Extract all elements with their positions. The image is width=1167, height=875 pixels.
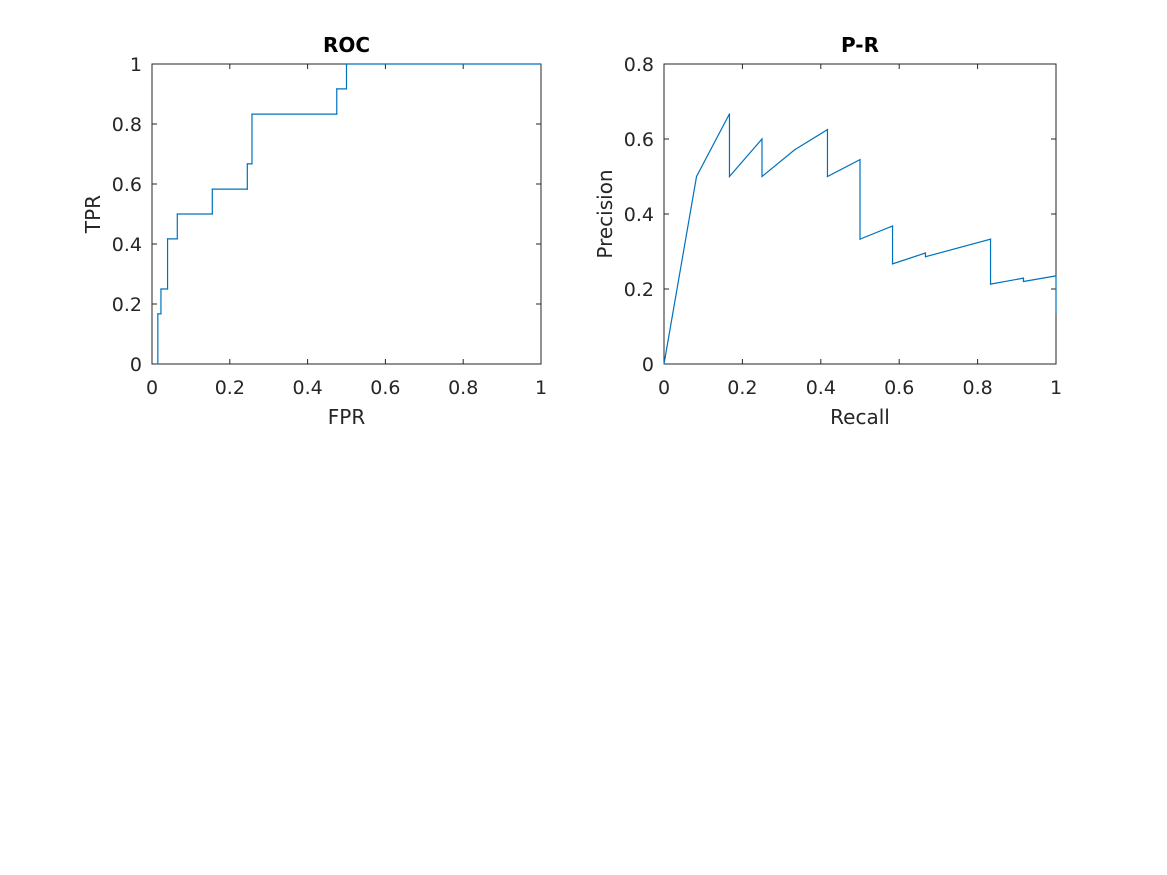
pr-data-point <box>1055 275 1057 277</box>
pr-data-point <box>728 113 731 115</box>
roc-x-tick-label: 0 <box>146 377 158 399</box>
pr-x-tick-label: 0.6 <box>884 377 914 399</box>
pr-x-tick-label: 0.8 <box>962 377 992 399</box>
roc-y-tick-label: 0.8 <box>112 114 142 136</box>
roc-data-point <box>540 63 542 65</box>
roc-data-point <box>160 288 162 290</box>
pr-data-point <box>859 238 861 240</box>
roc-data-point <box>211 188 213 190</box>
pr-data-point <box>859 159 861 161</box>
roc-y-axis-label: TPR <box>81 195 105 234</box>
pr-data-point <box>924 256 927 258</box>
roc-data-point <box>166 288 169 290</box>
pr-data-point <box>728 175 731 178</box>
pr-x-axis-label: Recall <box>830 405 890 429</box>
roc-data-point <box>345 88 348 90</box>
roc-data-point <box>176 213 178 215</box>
pr-data-point <box>1022 277 1025 279</box>
pr-data-point <box>924 252 927 254</box>
roc-data-point <box>166 238 169 240</box>
roc-y-tick-label: 0.4 <box>112 234 142 256</box>
roc-y-tick-label: 0.6 <box>112 174 142 196</box>
roc-x-axis-label: FPR <box>328 405 366 429</box>
pr-data-point <box>1022 280 1025 283</box>
pr-data-point <box>761 138 763 140</box>
pr-data-point <box>793 149 796 151</box>
roc-x-tick-label: 0.8 <box>448 377 478 399</box>
roc-data-point <box>157 313 159 315</box>
pr-x-tick-label: 0.4 <box>806 377 836 399</box>
pr-data-point <box>826 129 829 131</box>
pr-y-tick-label: 0.4 <box>624 204 654 226</box>
pr-y-tick-label: 0.2 <box>624 279 654 301</box>
roc-x-tick-label: 0.4 <box>292 377 322 399</box>
pr-chart-title: P-R <box>841 33 879 57</box>
roc-data-point <box>336 88 338 90</box>
roc-data-point <box>336 113 338 115</box>
roc-x-tick-label: 1 <box>535 377 547 399</box>
roc-data-point <box>211 213 213 215</box>
pr-data-point <box>761 175 763 178</box>
roc-data-point <box>160 313 162 315</box>
roc-x-tick-label: 0.2 <box>215 377 245 399</box>
roc-chart-title: ROC <box>323 33 370 57</box>
pr-data-point <box>989 283 992 285</box>
roc-axes-box <box>151 63 542 365</box>
pr-y-tick-label: 0 <box>642 354 654 376</box>
pr-data-point <box>891 225 894 227</box>
roc-chart-panel: 0 0.2 0.4 0.6 0.8 1 0 0.2 0.4 0.6 0.8 1 ROC FPR TPR <box>81 33 547 429</box>
pr-data-point <box>826 175 829 178</box>
pr-x-tick-label: 0.2 <box>727 377 757 399</box>
roc-y-tick-label: 0 <box>130 354 142 376</box>
pr-y-tick-label: 0.8 <box>624 54 654 76</box>
pr-data-point <box>695 175 698 178</box>
roc-data-point <box>176 238 178 240</box>
roc-x-tick-label: 0.6 <box>370 377 400 399</box>
roc-data-point <box>246 163 248 165</box>
roc-data-point <box>251 163 253 165</box>
roc-y-tick-label: 0.2 <box>112 294 142 316</box>
pr-data-point <box>1055 312 1057 314</box>
pr-y-axis-label: Precision <box>593 169 617 258</box>
pr-y-tick-label: 0.6 <box>624 129 654 151</box>
roc-y-tick-label: 1 <box>130 54 142 76</box>
pr-data-point <box>989 238 992 240</box>
roc-data-point <box>345 63 348 65</box>
roc-data-point <box>251 113 253 115</box>
pr-x-tick-label: 1 <box>1050 377 1062 399</box>
pr-chart-panel: 0 0.2 0.4 0.6 0.8 1 0 0.2 0.4 0.6 0.8 P-R Recall Prec… <box>593 33 1062 429</box>
pr-data-point <box>891 263 894 265</box>
roc-data-point <box>246 188 248 190</box>
pr-data-point <box>663 363 665 365</box>
pr-x-tick-label: 0 <box>658 377 670 399</box>
roc-data-point <box>157 363 159 365</box>
